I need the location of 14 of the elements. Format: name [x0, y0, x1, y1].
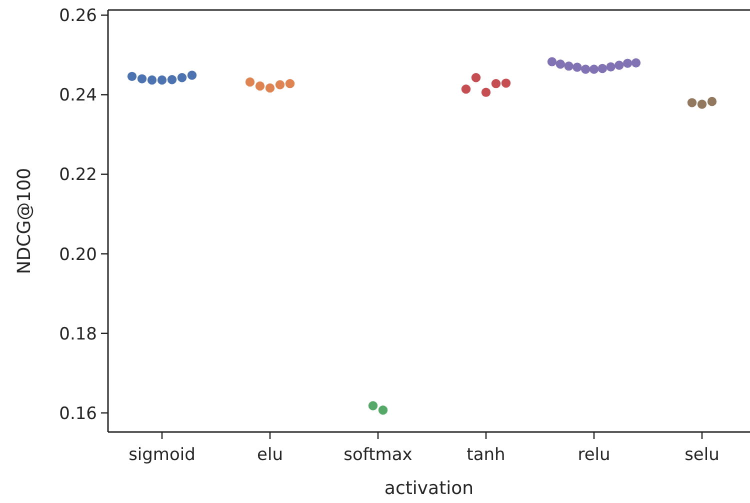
y-axis-title: NDCG@100 [14, 168, 35, 274]
y-tick-label: 0.26 [59, 6, 97, 26]
x-tick-label: sigmoid [128, 445, 196, 465]
x-tick-label: elu [257, 445, 283, 465]
y-tick-label: 0.16 [59, 404, 97, 424]
y-tick-label: 0.22 [59, 165, 97, 186]
y-tick-label: 0.18 [59, 324, 97, 344]
x-tick-label: softmax [344, 445, 412, 465]
y-tick-label: 0.24 [59, 86, 97, 106]
x-tick-label: relu [578, 445, 610, 465]
x-tick-label: selu [684, 445, 720, 465]
x-tick-label: tanh [466, 445, 506, 465]
y-tick-label: 0.20 [59, 244, 97, 265]
x-axis-title: activation [384, 478, 474, 499]
